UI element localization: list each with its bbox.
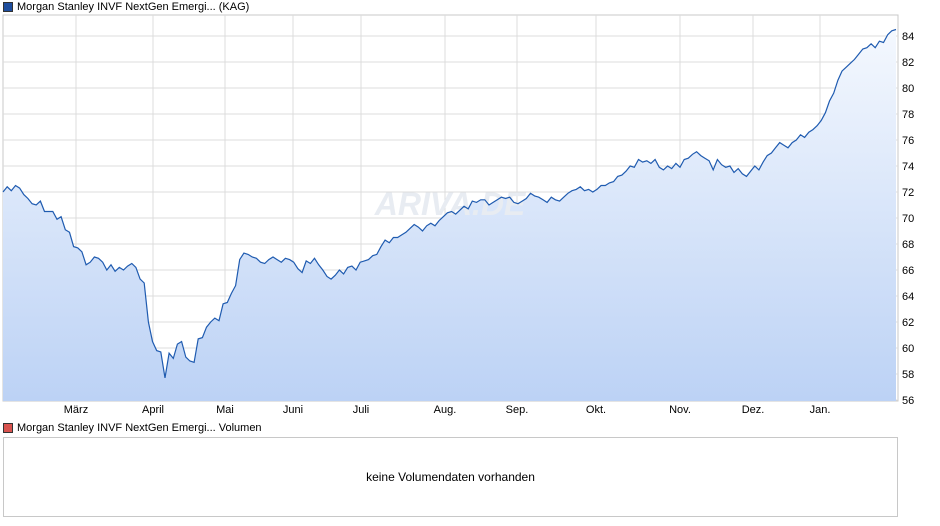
x-tick-label: Okt. (586, 404, 606, 416)
x-tick-label: Aug. (434, 404, 457, 416)
x-tick-label: Sep. (506, 404, 529, 416)
x-tick-label: Mai (216, 404, 234, 416)
y-tick-label: 60 (902, 343, 914, 355)
x-axis-ticks: März April Mai Juni Juli Aug. Sep. Okt. Nov. Dez.… (64, 404, 831, 416)
price-legend-swatch (3, 2, 13, 12)
x-tick-label: Jan. (810, 404, 831, 416)
volume-legend: Morgan Stanley INVF NextGen Emergi... Vo… (3, 421, 262, 435)
y-tick-label: 72 (902, 187, 914, 199)
y-tick-label: 62 (902, 317, 914, 329)
x-tick-label: Juli (353, 404, 370, 416)
volume-legend-label: Morgan Stanley INVF NextGen Emergi... Vo… (17, 422, 262, 434)
y-tick-label: 74 (902, 161, 914, 173)
y-tick-label: 80 (902, 83, 914, 95)
watermark-logo: ARIVA.DE (374, 186, 527, 222)
volume-panel: keine Volumendaten vorhanden (3, 437, 898, 517)
x-tick-label: Juni (283, 404, 303, 416)
x-tick-label: April (142, 404, 164, 416)
no-volume-message: keine Volumendaten vorhanden (366, 470, 535, 484)
price-chart: ARIVA.DE 565860626466687072747678808284 … (2, 14, 914, 416)
y-tick-label: 84 (902, 31, 914, 43)
y-tick-label: 78 (902, 109, 914, 121)
x-tick-label: März (64, 404, 88, 416)
price-area-fill (3, 29, 896, 401)
y-tick-label: 82 (902, 57, 914, 69)
y-tick-label: 76 (902, 135, 914, 147)
y-tick-label: 70 (902, 213, 914, 225)
y-tick-label: 66 (902, 265, 914, 277)
price-legend-label: Morgan Stanley INVF NextGen Emergi... (K… (17, 1, 250, 13)
y-axis-ticks: 56 58 60 62 64 66 68 70 72 74 76 78 80 82 84 (902, 31, 914, 407)
y-tick-label: 56 (902, 395, 914, 407)
price-series-line (2, 28, 897, 378)
x-tick-label: Dez. (742, 404, 765, 416)
volume-legend-swatch (3, 423, 13, 433)
x-tick-label: Nov. (669, 404, 691, 416)
price-legend: Morgan Stanley INVF NextGen Emergi... (K… (3, 0, 249, 14)
y-tick-label: 58 (902, 369, 914, 381)
y-tick-label: 64 (902, 291, 914, 303)
y-tick-label: 68 (902, 239, 914, 251)
